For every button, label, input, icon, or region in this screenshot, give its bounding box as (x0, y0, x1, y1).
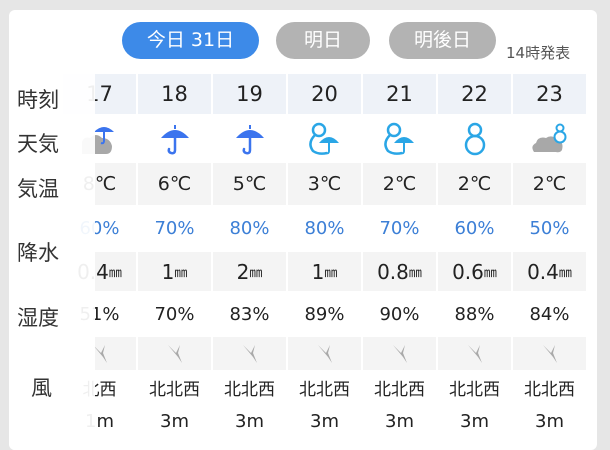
row-temp: 8℃ 6℃ 5℃ 3℃ 2℃ 2℃ 2℃ (9, 163, 597, 205)
amount-unit: ㎜ (324, 266, 338, 281)
row-humidity: 51% 70% 83% 89% 90% 88% 84% (9, 293, 597, 335)
wind-direction-arrow-icon (438, 337, 511, 370)
label-humidity: 湿度 (17, 306, 59, 330)
wind-dir-cell: 北北西 (524, 379, 575, 400)
humidity-cell: 89% (304, 303, 345, 325)
time-cell: 23 (513, 74, 586, 114)
humidity-cell: 70% (154, 303, 195, 325)
wind-speed-cell: 3m (385, 410, 414, 432)
wind-direction-arrow-icon (513, 337, 586, 370)
row-wind-dir: 北西 北北西 北北西 北北西 北北西 北北西 北北西 (9, 372, 597, 402)
row-arrow (9, 337, 597, 370)
label-weather: 天気 (17, 132, 59, 156)
wind-dir-cell: 北北西 (374, 379, 425, 400)
row-wind-speed: 1m 3m 3m 3m 3m 3m 3m (9, 404, 597, 438)
temp-cell: 2℃ (363, 163, 436, 205)
wind-speed-cell: 3m (235, 410, 264, 432)
umbrella-icon (138, 116, 211, 161)
amount-unit: ㎜ (174, 266, 188, 281)
amount-unit: ㎜ (408, 266, 422, 281)
wind-dir-cell: 北北西 (299, 379, 350, 400)
label-temp: 気温 (17, 177, 59, 201)
amount-unit: ㎜ (249, 266, 263, 281)
precip-amount: 0.8 ㎜ (363, 252, 436, 291)
amount-value: 0.6 (452, 259, 484, 284)
precip-amount: 1 ㎜ (288, 252, 361, 291)
wind-direction-arrow-icon (138, 337, 211, 370)
amount-unit: ㎜ (483, 266, 497, 281)
amount-value: 0.4 (527, 259, 559, 284)
pop-cell: 60% (454, 218, 495, 239)
umbrella-icon (213, 116, 286, 161)
humidity-cell: 90% (379, 303, 420, 325)
row-weather (9, 116, 597, 161)
humidity-cell: 84% (529, 303, 570, 325)
wind-direction-arrow-icon (213, 337, 286, 370)
precip-amount: 1 ㎜ (138, 252, 211, 291)
time-cell: 18 (138, 74, 211, 114)
time-cell: 22 (438, 74, 511, 114)
temp-cell: 6℃ (138, 163, 211, 205)
wind-dir-cell: 北北西 (149, 379, 200, 400)
row-pop: 60% 70% 80% 80% 70% 60% 50% (9, 207, 597, 250)
label-precip: 降水 (17, 241, 59, 265)
time-cell: 19 (213, 74, 286, 114)
wind-direction-arrow-icon (288, 337, 361, 370)
forecast-card: 今日 31日 明日 明後日 14時発表 17 18 19 20 21 22 23 8℃ 6℃ 5℃… (9, 10, 597, 450)
wind-direction-arrow-icon (363, 337, 436, 370)
tab-day-after-tomorrow[interactable]: 明後日 (389, 22, 496, 59)
pop-cell: 80% (304, 218, 345, 239)
amount-unit: ㎜ (558, 266, 572, 281)
tab-tomorrow[interactable]: 明日 (276, 22, 370, 59)
temp-cell: 5℃ (213, 163, 286, 205)
precip-amount: 0.6 ㎜ (438, 252, 511, 291)
pop-cell: 80% (229, 218, 270, 239)
wind-speed-cell: 3m (160, 410, 189, 432)
day-tabs: 今日 31日 明日 明後日 14時発表 (9, 22, 597, 62)
humidity-cell: 88% (454, 303, 495, 325)
amount-value: 2 (236, 259, 250, 284)
label-wind: 風 (31, 376, 52, 400)
time-cell: 20 (288, 74, 361, 114)
row-labels: 時刻 天気 気温 降水 湿度 風 (9, 74, 95, 450)
temp-cell: 2℃ (438, 163, 511, 205)
wind-dir-cell: 北北西 (224, 379, 275, 400)
temp-cell: 3℃ (288, 163, 361, 205)
label-time: 時刻 (17, 88, 59, 112)
pop-cell: 50% (529, 218, 570, 239)
pop-cell: 70% (154, 218, 195, 239)
amount-value: 1 (161, 259, 175, 284)
precip-amount: 2 ㎜ (213, 252, 286, 291)
pop-cell: 70% (379, 218, 420, 239)
amount-unit: ㎜ (108, 266, 122, 281)
issued-time: 14時発表 (506, 44, 571, 62)
amount-value: 1 (311, 259, 325, 284)
humidity-cell: 83% (229, 303, 270, 325)
snowman-umbrella-icon (288, 116, 361, 161)
wind-speed-cell: 3m (310, 410, 339, 432)
cloud-snowman-icon (513, 116, 586, 161)
wind-dir-cell: 北北西 (449, 379, 500, 400)
amount-value: 0.8 (377, 259, 409, 284)
snowman-umbrella-icon (363, 116, 436, 161)
wind-speed-cell: 3m (460, 410, 489, 432)
snowman-icon (438, 116, 511, 161)
temp-cell: 2℃ (513, 163, 586, 205)
tab-today[interactable]: 今日 31日 (122, 22, 259, 59)
row-time: 17 18 19 20 21 22 23 (9, 74, 597, 114)
wind-speed-cell: 3m (535, 410, 564, 432)
time-cell: 21 (363, 74, 436, 114)
